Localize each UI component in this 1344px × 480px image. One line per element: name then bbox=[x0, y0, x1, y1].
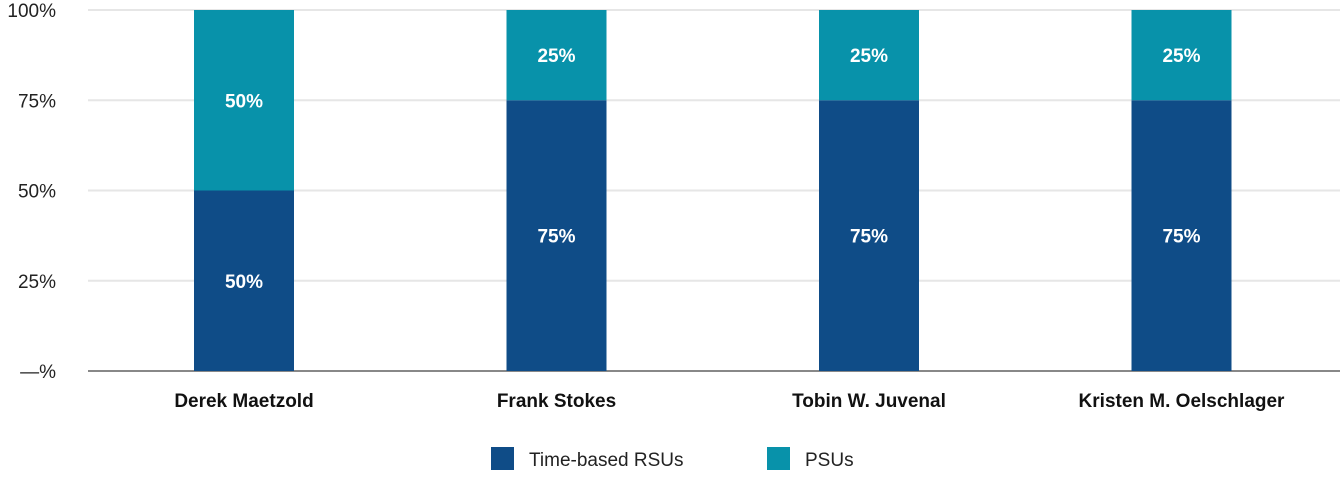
x-category-label: Kristen M. Oelschlager bbox=[1079, 391, 1286, 412]
bar-segment bbox=[819, 10, 919, 101]
bar-segment bbox=[506, 100, 607, 371]
x-category-label: Tobin W. Juvenal bbox=[792, 391, 946, 412]
data-label: 75% bbox=[537, 227, 575, 248]
data-label: 75% bbox=[1162, 227, 1200, 248]
legend-swatch bbox=[767, 447, 790, 470]
legend: Time-based RSUs PSUs bbox=[491, 447, 854, 471]
data-labels: 50% 50% 75% 25% 75% 25% 75% 25% bbox=[225, 46, 1201, 293]
y-tick-label: 25% bbox=[18, 272, 56, 293]
y-tick-label: 100% bbox=[7, 1, 56, 22]
data-label: 25% bbox=[850, 46, 888, 67]
y-tick-label: —% bbox=[20, 362, 56, 383]
data-label: 75% bbox=[850, 227, 888, 248]
gridlines bbox=[88, 9, 1340, 372]
y-tick-label: 50% bbox=[18, 182, 56, 203]
data-label: 25% bbox=[1162, 46, 1200, 67]
bar-segment bbox=[819, 100, 919, 371]
bar-segment bbox=[506, 10, 607, 101]
legend-label: Time-based RSUs bbox=[529, 450, 684, 471]
bar-segment bbox=[194, 10, 294, 191]
bar-segment bbox=[194, 190, 294, 371]
y-tick-label: 75% bbox=[18, 91, 56, 112]
data-label: 50% bbox=[225, 272, 263, 293]
data-label: 50% bbox=[225, 91, 263, 112]
x-category-label: Derek Maetzold bbox=[174, 391, 313, 412]
bar-segment bbox=[1131, 100, 1232, 371]
legend-label: PSUs bbox=[805, 450, 854, 471]
data-label: 25% bbox=[537, 46, 575, 67]
x-axis-categories: Derek Maetzold Frank Stokes Tobin W. Juven… bbox=[174, 391, 1285, 412]
bar-segment bbox=[1131, 10, 1232, 101]
legend-swatch bbox=[491, 447, 514, 470]
bars bbox=[194, 10, 1232, 371]
x-category-label: Frank Stokes bbox=[497, 391, 616, 412]
y-axis-ticks: —% 25% 50% 75% 100% bbox=[7, 1, 56, 383]
